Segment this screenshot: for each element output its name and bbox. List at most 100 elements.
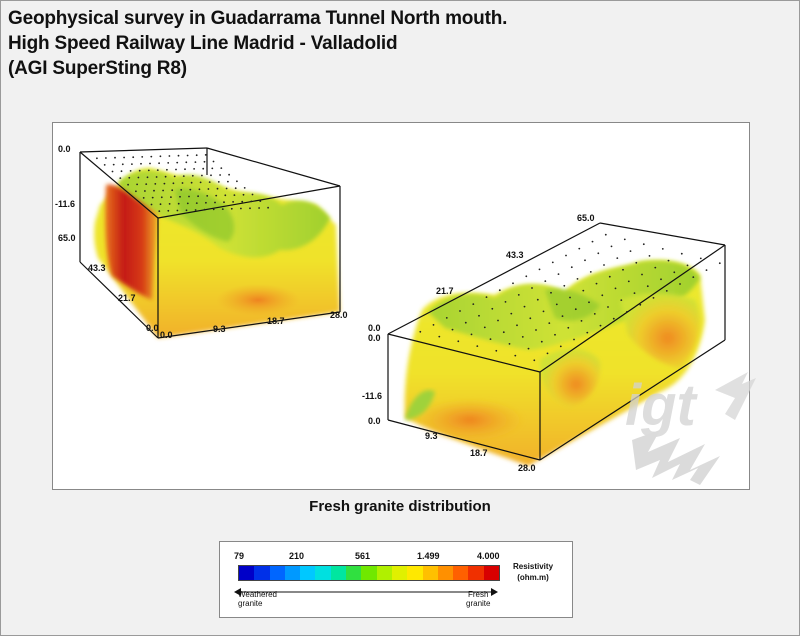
electrode-dot: [660, 278, 662, 281]
watermark-logo-icon: [632, 430, 720, 485]
electrode-dot: [168, 203, 171, 205]
electrode-dot: [578, 247, 581, 250]
left-x-0-label: 0.0: [160, 330, 173, 340]
electrode-dot: [595, 282, 598, 285]
right-x-18-label: 18.7: [470, 448, 488, 458]
electrode-dot: [103, 164, 106, 166]
electrode-dot: [652, 297, 655, 299]
electrode-dot: [679, 283, 681, 285]
legend-swatch: [468, 566, 484, 580]
electrode-dot: [208, 181, 211, 184]
electrode-dot: [232, 201, 235, 203]
legend-swatch: [437, 566, 454, 580]
electrode-dot: [164, 175, 167, 178]
left-x-28-label: 28.0: [330, 310, 348, 320]
electrode-dot: [202, 167, 205, 170]
electrode-dot: [508, 343, 511, 345]
electrode-dot: [249, 207, 251, 210]
electrode-dot: [692, 276, 695, 278]
electrode-dot: [593, 313, 596, 315]
igt-watermark: igt: [625, 372, 756, 485]
electrode-dot: [639, 303, 642, 306]
electrode-dot: [533, 359, 536, 362]
electrode-dot: [510, 312, 513, 315]
electrode-dot: [131, 163, 133, 166]
electrode-dot: [654, 266, 657, 269]
electrode-dot: [96, 157, 98, 160]
electrode-dot: [419, 330, 422, 333]
legend-weathered-line2: granite: [238, 599, 263, 608]
electrode-dot: [570, 266, 573, 269]
legend-swatch: [315, 566, 331, 580]
electrode-dot: [151, 196, 154, 199]
electrode-dot: [548, 322, 551, 324]
electrode-dot: [111, 170, 114, 173]
legend-tick-561: 561: [355, 551, 371, 561]
watermark-logo-mark-icon: [715, 372, 756, 420]
electrode-dot: [132, 156, 135, 159]
electrode-dot: [607, 306, 609, 308]
electrode-dot: [214, 201, 216, 204]
electrode-dot: [198, 188, 201, 191]
electrode-dot: [186, 202, 189, 205]
electrode-dot: [149, 162, 151, 165]
electrode-dot: [195, 154, 198, 157]
electrode-dot: [521, 336, 524, 338]
electrode-dot: [608, 275, 611, 278]
legend-fresh-label: Fresh granite: [466, 590, 490, 608]
electrode-dot: [191, 174, 194, 177]
electrode-dot: [686, 264, 689, 267]
electrode-dot: [478, 314, 480, 317]
electrode-dot: [648, 255, 651, 257]
electrode-dot: [567, 326, 570, 329]
electrode-dot: [527, 347, 530, 350]
electrode-dot: [242, 193, 245, 196]
electrode-dot: [635, 261, 638, 264]
electrode-dot: [212, 160, 215, 163]
legend-swatch: [422, 566, 438, 580]
electrode-dot: [142, 197, 145, 199]
electrode-dot: [127, 183, 129, 186]
electrode-dot: [243, 187, 246, 189]
electrode-dot: [147, 169, 150, 172]
electrode-dot: [170, 196, 172, 199]
right-axis-labels: 65.0 43.3 21.7 0.0 0.0 -11.6 0.0 9.3 18.…: [362, 213, 595, 473]
left-block-model: 0.0 -11.6 65.0 43.3 21.7 0.0 0.0 9.3 18.…: [55, 144, 348, 340]
electrode-dot: [119, 177, 122, 180]
electrode-dot: [210, 174, 212, 177]
electrode-dot: [491, 307, 494, 310]
electrode-dot: [150, 155, 153, 158]
left-x-18-label: 18.7: [267, 316, 285, 326]
legend-tick-210: 210: [289, 551, 305, 561]
electrode-dot: [569, 296, 571, 299]
electrode-dot: [223, 201, 225, 204]
electrode-dot: [517, 294, 520, 296]
electrode-dot: [199, 181, 202, 184]
electrode-dot: [220, 167, 223, 170]
electrode-dot: [185, 161, 188, 164]
electrode-dot: [201, 174, 203, 177]
electrode-dot: [601, 294, 604, 297]
legend-swatch: [346, 566, 362, 580]
right-y-43-label: 43.3: [506, 250, 524, 260]
electrode-dot: [186, 154, 189, 157]
electrode-dot: [550, 291, 552, 294]
right-y-far-label: 65.0: [577, 213, 595, 223]
electrode-dot: [470, 333, 473, 336]
electrode-dot: [211, 167, 214, 170]
right-front-bulge: [540, 348, 601, 408]
electrode-dot: [203, 160, 206, 163]
electrode-dot: [699, 257, 702, 260]
electrode-dot: [673, 271, 676, 274]
legend-swatch: [407, 566, 423, 580]
electrode-dot: [589, 271, 592, 273]
electrode-dot: [162, 189, 165, 192]
electrode-dot: [184, 168, 186, 171]
electrode-dot: [194, 161, 197, 164]
left-z-mid-label: -11.6: [55, 199, 75, 209]
left-axis-labels: 0.0 -11.6 65.0 43.3 21.7 0.0 0.0 9.3 18.…: [55, 144, 348, 340]
electrode-dot: [584, 259, 586, 262]
electrode-dot: [250, 200, 253, 203]
electrode-dot: [155, 176, 158, 178]
